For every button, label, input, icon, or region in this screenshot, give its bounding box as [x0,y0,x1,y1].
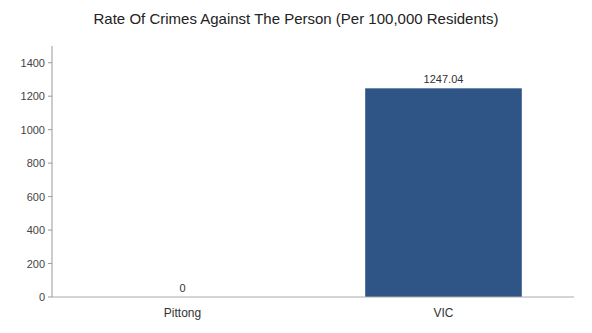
x-axis: Pittong VIC [164,306,454,320]
y-tick-label: 1400 [21,57,45,69]
y-tick [48,129,52,130]
data-label: 1247.04 [424,73,464,85]
y-tick-label: 1000 [21,124,45,136]
y-tick-label: 800 [27,157,45,169]
x-tick-label: Pittong [164,306,201,320]
y-tick [48,263,52,264]
y-tick [48,62,52,63]
y-tick-label: 1200 [21,90,45,102]
x-axis-line [52,297,574,298]
bars [365,88,522,297]
y-tick-label: 200 [27,258,45,270]
x-tick-label: VIC [433,306,453,320]
y-axis-line [52,46,53,297]
y-tick [48,96,52,97]
data-labels: 0 1247.04 [179,73,463,294]
data-label: 0 [179,282,185,294]
chart-container: Rate Of Crimes Against The Person (Per 1… [0,0,592,333]
y-tick [48,297,52,298]
y-tick-label: 400 [27,224,45,236]
chart-title: Rate Of Crimes Against The Person (Per 1… [94,10,499,27]
y-tick [48,230,52,231]
chart-svg: Rate Of Crimes Against The Person (Per 1… [0,0,592,333]
y-axis: 0 200 400 600 800 1000 1200 1400 [21,46,52,303]
y-tick-label: 600 [27,191,45,203]
y-tick [48,196,52,197]
y-tick-label: 0 [39,291,45,303]
y-tick [48,163,52,164]
bar [365,88,522,297]
